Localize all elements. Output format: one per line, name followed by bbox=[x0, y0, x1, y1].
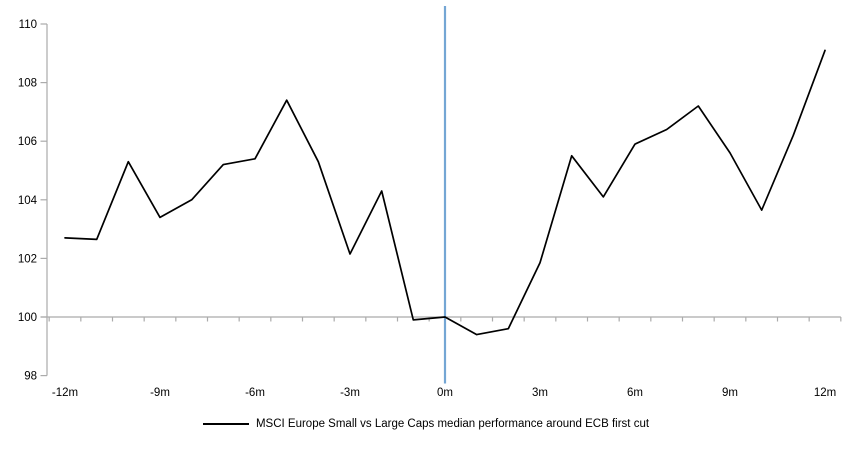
y-axis-tick-label: 108 bbox=[18, 78, 37, 90]
x-axis-tick-label: -12m bbox=[52, 387, 78, 399]
y-axis-tick-label: 102 bbox=[18, 253, 37, 265]
x-axis-tick-label: 9m bbox=[722, 387, 738, 399]
x-axis-tick-label: -9m bbox=[150, 387, 170, 399]
x-axis-tick-label: 6m bbox=[627, 387, 643, 399]
series-line bbox=[64, 49, 826, 336]
y-axis-tick-label: 110 bbox=[19, 19, 37, 31]
x-axis-tick-label: 3m bbox=[532, 387, 548, 399]
x-axis-tick-label: 0m bbox=[437, 387, 453, 399]
legend: MSCI Europe Small vs Large Caps median p… bbox=[0, 416, 852, 431]
x-axis-tick-label: 12m bbox=[814, 387, 836, 399]
x-axis-tick-label: -6m bbox=[245, 387, 265, 399]
y-axis-tick-label: 106 bbox=[18, 136, 37, 148]
legend-label: MSCI Europe Small vs Large Caps median p… bbox=[255, 417, 650, 430]
y-axis-tick-label: 100 bbox=[18, 312, 37, 324]
y-axis-tick-label: 104 bbox=[18, 195, 38, 207]
legend-line-swatch bbox=[202, 422, 249, 425]
y-axis-tick-label: 98 bbox=[24, 371, 37, 383]
x-axis-tick-label: -3m bbox=[340, 387, 360, 399]
